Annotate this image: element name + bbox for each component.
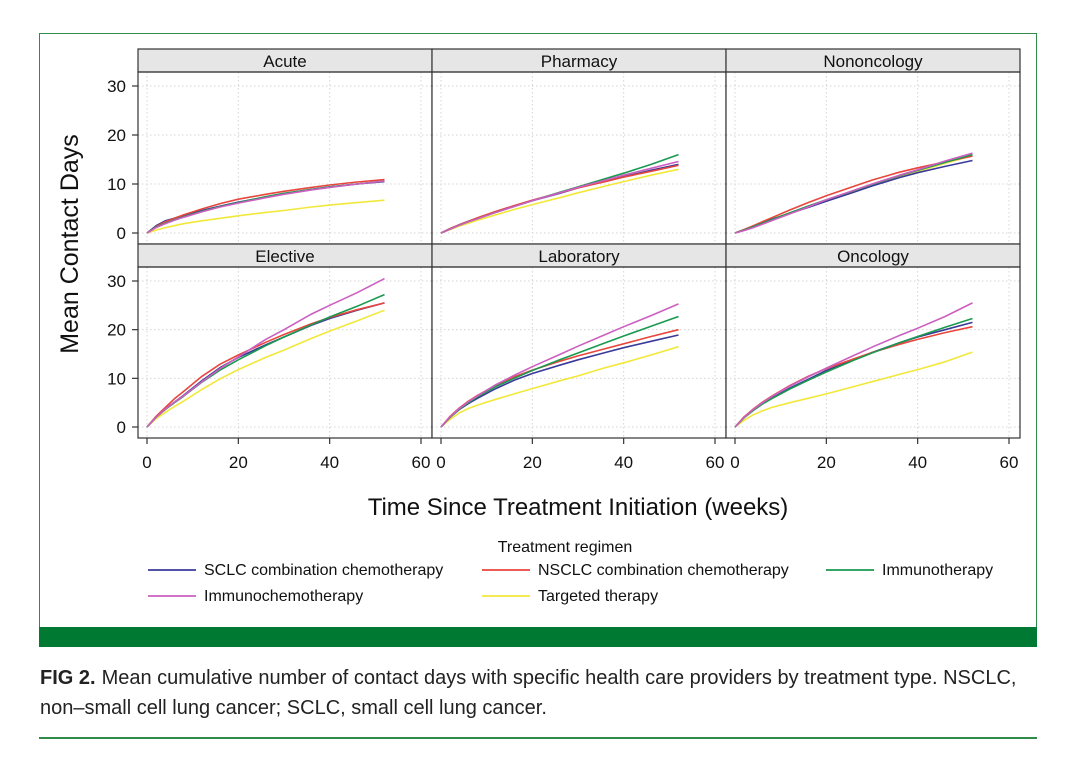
y-tick-label: 10 [107,369,126,388]
series-line-immunochemotherapy [440,303,679,428]
y-tick-label: 30 [107,272,126,291]
x-tick-label: 0 [730,453,739,472]
series-line-immunochemotherapy [734,302,973,428]
panel-oncology: Oncology [725,243,1021,439]
series-line-targeted-therapy [440,345,679,428]
panel-title: Acute [263,52,306,71]
series-line-targeted-therapy [146,199,385,234]
series-line-immunochemotherapy [146,277,385,428]
x-tick-label: 40 [320,453,339,472]
legend: Treatment regimen SCLC combination chemo… [148,539,993,605]
panel-pharmacy: Pharmacy [431,48,727,245]
series-line-targeted-therapy [734,351,973,428]
x-tick-label: 20 [523,453,542,472]
x-tick-label: 40 [614,453,633,472]
legend-label-targeted-therapy: Targeted therapy [538,588,658,605]
panel-plot-area [138,267,432,438]
panel-plot-area [726,72,1020,244]
figure-caption: FIG 2. Mean cumulative number of contact … [40,663,1040,723]
x-tick-label: 40 [908,453,927,472]
legend-label-sclc-combination-chemotherapy: SCLC combination chemotherapy [204,562,443,579]
legend-label-immunotherapy: Immunotherapy [882,562,993,579]
y-tick-label: 0 [117,224,126,243]
series-line-immunotherapy [734,317,973,428]
x-tick-label: 0 [436,453,445,472]
x-axis-label: Time Since Treatment Initiation (weeks) [368,494,789,521]
legend-label-nsclc-combination-chemotherapy: NSCLC combination chemotherapy [538,562,789,579]
series-line-immunochemotherapy [146,180,385,234]
y-tick-label: 0 [117,418,126,437]
line-chart: Acute Pharmacy Nononcology Elective Laborato… [56,48,1021,605]
x-tick-label: 60 [706,453,725,472]
panel-nononcology: Nononcology [725,48,1021,245]
panel-border [725,266,1021,439]
bottom-rule [39,737,1037,739]
legend-label-immunochemotherapy: Immunochemotherapy [204,588,363,605]
series-line-targeted-therapy [440,168,679,234]
y-tick-label: 20 [107,126,126,145]
panel-acute: Acute [137,48,433,245]
figure-green-band [39,627,1037,647]
caption-text: Mean cumulative number of contact days w… [40,667,1017,719]
x-tick-label: 20 [229,453,248,472]
y-tick-label: 20 [107,321,126,340]
panel-title: Oncology [837,247,909,266]
panel-title: Pharmacy [541,52,618,71]
panel-plot-area [432,72,726,244]
series-line-nsclc-combination-chemotherapy [734,155,973,234]
series-line-nsclc-combination-chemotherapy [146,178,385,234]
panel-title: Elective [255,247,315,266]
x-tick-label: 0 [142,453,151,472]
series-line-immunochemotherapy [734,152,973,234]
y-tick-label: 30 [107,77,126,96]
series-line-targeted-therapy [146,309,385,428]
x-tick-label: 60 [412,453,431,472]
panel-laboratory: Laboratory [431,243,727,439]
x-tick-label: 20 [817,453,836,472]
legend-title: Treatment regimen [498,539,633,556]
panel-title: Laboratory [538,247,620,266]
panel-elective: Elective [137,243,433,439]
caption-label: FIG 2. [40,667,96,689]
y-axis-label: Mean Contact Days [56,134,84,354]
y-tick-label: 10 [107,175,126,194]
x-tick-label: 60 [1000,453,1019,472]
series-line-immunochemotherapy [440,160,679,234]
panel-title: Nononcology [823,52,923,71]
